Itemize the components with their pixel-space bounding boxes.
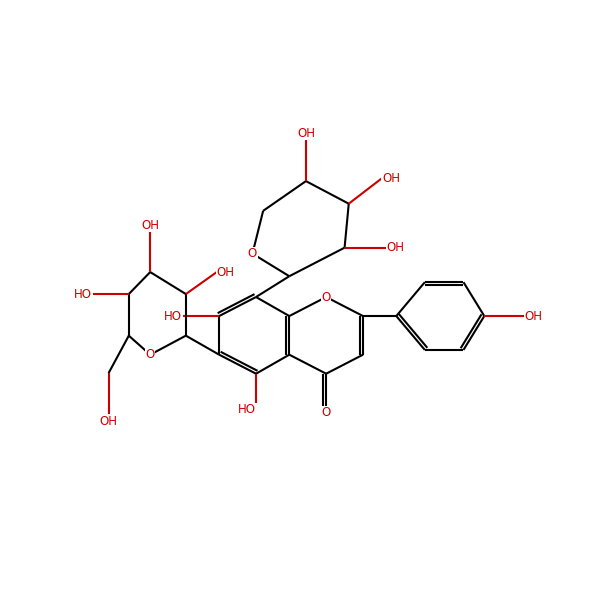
Text: O: O (248, 247, 257, 260)
Text: O: O (322, 290, 331, 304)
Text: HO: HO (238, 403, 256, 416)
Text: O: O (146, 348, 155, 361)
Text: OH: OH (217, 266, 235, 278)
Text: HO: HO (164, 310, 182, 323)
Text: HO: HO (74, 287, 92, 301)
Text: OH: OH (524, 310, 542, 323)
Text: OH: OH (386, 241, 404, 254)
Text: OH: OH (100, 415, 118, 428)
Text: OH: OH (382, 172, 400, 185)
Text: OH: OH (141, 218, 159, 232)
Text: O: O (322, 406, 331, 419)
Text: OH: OH (297, 127, 315, 140)
